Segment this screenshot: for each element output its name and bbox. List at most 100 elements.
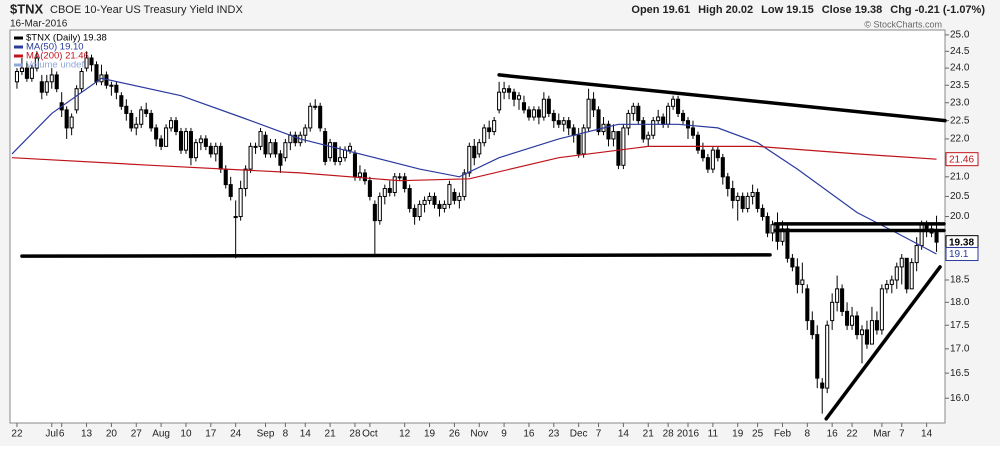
candle-body [64, 109, 69, 129]
candle-body [596, 109, 601, 133]
quote-item: Close 19.38 [822, 4, 883, 16]
candle-body [785, 228, 790, 259]
candle-body [755, 191, 760, 209]
candle-body [586, 98, 591, 129]
candle-body [750, 191, 755, 197]
candle-body [288, 134, 293, 144]
candle-body [894, 266, 899, 281]
legend-swatch [14, 45, 23, 49]
candle-body [820, 382, 825, 389]
legend-text: MA(200) 21.46 [26, 51, 89, 62]
candle-body [462, 172, 467, 197]
candle-body [541, 98, 546, 118]
candle-body [372, 203, 377, 222]
price-label-box [945, 247, 979, 262]
candle-body [685, 120, 691, 129]
x-tick-label: 16 [523, 429, 535, 440]
candle-body [869, 320, 874, 345]
candle-body [392, 176, 397, 193]
candle-body [914, 245, 919, 264]
ma-line [11, 145, 937, 182]
candle-body [631, 105, 636, 114]
candle-body [566, 120, 571, 129]
candle-body [884, 283, 889, 290]
candle-body [775, 224, 780, 242]
candle-body [661, 116, 666, 125]
candle-body [124, 105, 129, 114]
x-tick-label: 17 [205, 429, 217, 440]
x-tick-label: 2016 [677, 429, 700, 440]
candle-body [889, 279, 894, 285]
candle-body [795, 266, 800, 285]
candle-body [919, 224, 924, 247]
candle-body [69, 116, 74, 129]
candle-body [621, 127, 626, 166]
candle-body [516, 95, 522, 100]
candle-body [551, 112, 556, 122]
x-tick-label: 23 [548, 429, 560, 440]
candle-body [502, 88, 507, 93]
x-tick-label: 20 [106, 429, 118, 440]
candle-body [29, 67, 34, 79]
candle-body [164, 127, 169, 147]
candle-body [899, 257, 904, 268]
candle-body [397, 176, 402, 179]
legend-text: $TNX (Daily) 19.38 [26, 33, 107, 44]
candle-body [188, 131, 193, 159]
price-label-box [945, 152, 979, 167]
y-tick-label: 16.0 [950, 393, 970, 404]
candle-body [402, 176, 407, 190]
candle-body [511, 91, 517, 100]
candle-body [268, 142, 273, 155]
legend-text: Volume undef [26, 60, 84, 71]
candle-body [308, 105, 313, 129]
price-label: 19.38 [949, 237, 974, 248]
candle-body [44, 81, 49, 93]
candle-body [407, 188, 412, 209]
x-tick-label: 27 [131, 429, 143, 440]
candle-body [482, 127, 487, 144]
candle-body [859, 329, 865, 336]
candle-body [417, 203, 422, 218]
candle-body [576, 134, 581, 155]
x-tick-label: 11 [708, 429, 719, 440]
candle-body [810, 320, 815, 336]
x-tick-label: 14 [300, 429, 312, 440]
candle-body [243, 168, 248, 190]
candle-body [49, 74, 54, 83]
candle-body [129, 112, 134, 129]
candle-body [705, 157, 710, 170]
candle-body [134, 123, 139, 129]
candle-body [864, 329, 870, 345]
x-tick-label: 26 [449, 429, 461, 440]
candle-body [367, 180, 372, 197]
candle-body [561, 120, 566, 125]
candle-body [651, 120, 656, 136]
x-tick-label: 9 [501, 429, 507, 440]
x-tick-label: Dec [570, 429, 588, 440]
candle-body [154, 127, 159, 140]
candle-body [94, 64, 99, 83]
trendline [824, 265, 942, 421]
y-tick-label: 17.5 [950, 320, 970, 331]
candle-body [437, 203, 442, 209]
candle-body [805, 288, 810, 322]
candle-body [770, 224, 775, 234]
candle-body [442, 203, 447, 209]
candle-body [178, 131, 184, 151]
plot-area [9, 29, 946, 424]
candle-body [333, 142, 338, 162]
candle-body [492, 120, 497, 133]
candle-body [347, 145, 353, 151]
candle-body [198, 138, 203, 144]
candle-body [546, 98, 551, 114]
candle-body [248, 145, 253, 170]
candle-body [387, 188, 392, 193]
candle-body [845, 310, 850, 326]
x-tick-label: 19 [732, 429, 744, 440]
candle-body [208, 145, 213, 155]
candle-body [74, 88, 79, 111]
y-tick-label: 23.5 [950, 80, 970, 91]
candle-body [119, 95, 124, 107]
